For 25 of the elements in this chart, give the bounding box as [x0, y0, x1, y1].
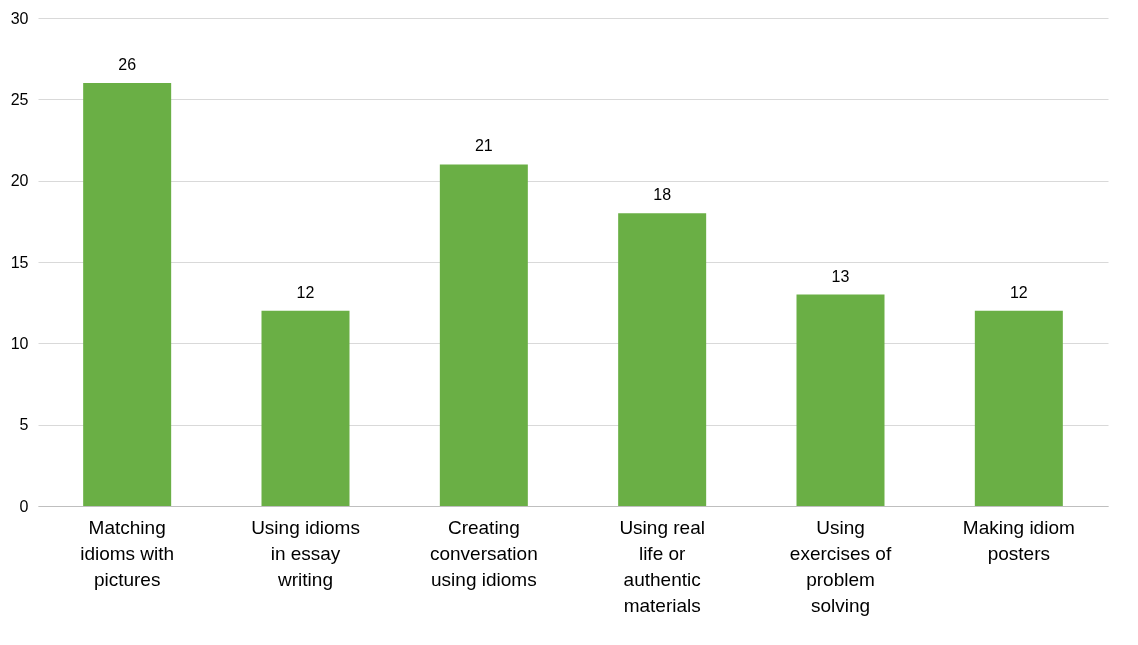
- y-tick-label: 20: [10, 172, 29, 190]
- bar: [83, 83, 172, 506]
- data-label: 21: [474, 137, 493, 155]
- x-tick-label: Matching idioms with pictures: [80, 516, 175, 590]
- x-tick-label: Creating conversation using idioms: [429, 516, 538, 590]
- bar: [439, 164, 528, 506]
- data-label: 26: [118, 56, 137, 74]
- bar: [261, 310, 350, 506]
- y-tick-label: 0: [19, 497, 29, 515]
- data-label: 13: [831, 267, 850, 285]
- y-tick-label: 5: [19, 416, 29, 434]
- bar: [618, 213, 707, 506]
- data-label: 12: [296, 283, 315, 301]
- x-tick-label: Using real life or authentic materials: [619, 516, 705, 616]
- y-tick-label: 25: [10, 90, 29, 108]
- y-tick-label: 30: [10, 9, 29, 27]
- data-label: 12: [1009, 283, 1028, 301]
- y-tick-label: 10: [10, 334, 29, 352]
- bar: [796, 294, 885, 506]
- x-tick-label: Making idiom posters: [962, 516, 1075, 564]
- y-tick-label: 15: [10, 253, 29, 271]
- x-tick-label: Using idioms in essay writing: [251, 516, 360, 590]
- x-tick-label: Using exercises of problem solving: [789, 516, 892, 616]
- bar: [974, 310, 1063, 506]
- data-label: 18: [653, 186, 672, 204]
